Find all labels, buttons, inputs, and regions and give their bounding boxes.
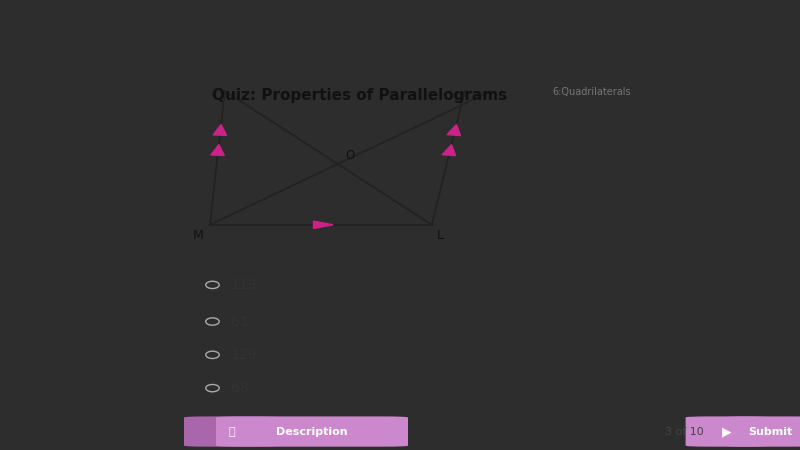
Polygon shape — [211, 144, 224, 155]
Text: 119: 119 — [231, 278, 258, 292]
Text: L: L — [437, 229, 444, 242]
Text: 129: 129 — [231, 348, 258, 362]
FancyBboxPatch shape — [216, 416, 408, 447]
Polygon shape — [447, 125, 461, 135]
FancyBboxPatch shape — [724, 416, 800, 447]
Text: 61: 61 — [231, 315, 249, 328]
Polygon shape — [314, 221, 333, 229]
Text: 68: 68 — [231, 381, 249, 395]
Text: ⧖: ⧖ — [229, 427, 235, 436]
Text: ▶: ▶ — [722, 425, 732, 438]
Text: 3 of 10: 3 of 10 — [665, 427, 703, 436]
Polygon shape — [442, 144, 455, 156]
Text: Submit: Submit — [748, 427, 793, 436]
Text: M: M — [193, 229, 204, 242]
Text: Quiz: Properties of Parallelograms: Quiz: Properties of Parallelograms — [213, 88, 508, 104]
Text: O: O — [345, 149, 354, 162]
Text: 6:Quadrilaterals: 6:Quadrilaterals — [552, 87, 630, 98]
Text: Description: Description — [276, 427, 348, 436]
FancyBboxPatch shape — [686, 416, 768, 447]
FancyBboxPatch shape — [184, 416, 280, 447]
Polygon shape — [213, 125, 226, 135]
